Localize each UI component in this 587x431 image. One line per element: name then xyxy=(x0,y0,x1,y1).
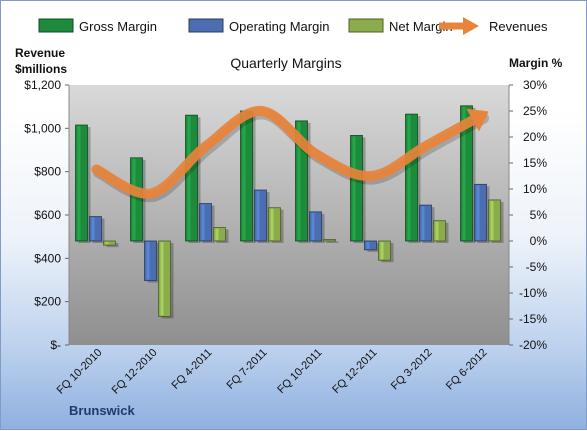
gross-margin-bar-highlight xyxy=(297,121,301,240)
right-tick-label: 30% xyxy=(523,78,547,92)
right-tick-label: -10% xyxy=(519,286,547,300)
gross-margin-bar-highlight xyxy=(132,158,136,240)
left-tick-label: $400 xyxy=(34,251,61,265)
right-tick-label: 5% xyxy=(530,208,548,222)
left-tick-label: $600 xyxy=(34,208,61,222)
left-tick-label: $- xyxy=(50,338,61,352)
right-tick-label: -20% xyxy=(519,338,547,352)
net-margin-bar xyxy=(378,240,391,261)
net-margin-bar-shadow xyxy=(326,241,339,243)
net-margin-bar xyxy=(158,240,171,317)
right-tick-label: 0% xyxy=(530,234,548,248)
left-axis: $- $200 $400 $600 $800 $1,000 $1,200 xyxy=(24,78,70,352)
gross-margin-bar-highlight xyxy=(187,116,191,240)
x-tick-label: FQ 7-2011 xyxy=(225,347,270,392)
operating-margin-bar-highlight xyxy=(201,204,205,240)
net-margin-bar xyxy=(488,199,501,242)
right-axis: -20% -15% -10% -5% 0% 5% 10% 15% 20% 25% 30% xyxy=(508,78,548,352)
operating-margin-bar-highlight xyxy=(91,217,95,240)
operating-margin-bar xyxy=(254,189,267,242)
net-margin-bar-highlight xyxy=(380,242,384,260)
gross-margin-bar-highlight xyxy=(407,115,411,240)
legend-label-operating-margin: Operating Margin xyxy=(229,19,329,34)
operating-margin-bar-highlight xyxy=(146,242,150,280)
x-tick-label: FQ 12-2010 xyxy=(110,347,160,397)
left-tick-label: $800 xyxy=(34,165,61,179)
legend-swatch-gross-margin xyxy=(38,18,74,33)
net-margin-bar-highlight xyxy=(270,208,274,240)
operating-margin-bar-highlight xyxy=(366,242,370,249)
legend-label-revenues: Revenues xyxy=(489,19,548,34)
x-tick-label: FQ 12-2011 xyxy=(330,347,379,396)
operating-margin-bar-highlight xyxy=(421,206,425,240)
x-tick-label: FQ 10-2010 xyxy=(55,347,105,397)
gross-margin-bar xyxy=(240,110,253,242)
company-label: Brunswick xyxy=(69,403,136,418)
right-axis-title: Margin % xyxy=(509,56,563,70)
gross-margin-bar xyxy=(75,124,88,242)
net-margin-bar-highlight xyxy=(490,200,494,240)
operating-margin-bar-highlight xyxy=(256,191,260,240)
net-margin-bar xyxy=(103,240,116,246)
operating-margin-bar xyxy=(419,204,432,242)
net-margin-bar-highlight xyxy=(435,221,439,240)
gross-margin-bar xyxy=(350,135,363,242)
revenue-arrow-head xyxy=(466,108,489,132)
x-tick-label: FQ 10-2011 xyxy=(275,347,324,396)
operating-margin-bar xyxy=(474,183,487,242)
right-tick-label: 20% xyxy=(523,130,547,144)
bars xyxy=(75,105,504,319)
operating-margin-bar xyxy=(89,216,102,242)
left-axis-title-line1: Revenue xyxy=(15,46,65,60)
left-axis-title-line2: $millions xyxy=(15,62,67,76)
operating-margin-bar xyxy=(144,240,157,281)
legend-swatch-operating-margin xyxy=(188,18,224,33)
net-margin-bar xyxy=(268,207,281,242)
right-tick-label: 10% xyxy=(523,182,547,196)
x-axis: FQ 10-2010 FQ 12-2010 FQ 4-2011 FQ 7-2011 FQ… xyxy=(55,347,490,397)
left-tick-label: $1,200 xyxy=(24,78,61,92)
legend-label-net-margin: Net Margin xyxy=(389,19,453,34)
operating-margin-bar xyxy=(199,203,212,242)
gross-margin-bar-highlight xyxy=(77,126,81,240)
operating-margin-bar xyxy=(364,240,377,251)
legend-arrow-revenues xyxy=(463,17,479,35)
chart-title: Quarterly Margins xyxy=(230,55,341,71)
left-tick-label: $1,000 xyxy=(24,121,61,135)
net-margin-bar xyxy=(323,239,336,242)
right-tick-label: -5% xyxy=(526,260,548,274)
net-margin-bar xyxy=(213,227,226,242)
net-margin-bar-highlight xyxy=(160,242,164,316)
gross-margin-bar-highlight xyxy=(242,112,246,240)
revenue-line xyxy=(91,106,489,203)
gross-margin-bar-highlight xyxy=(462,106,466,240)
net-margin-bar-highlight xyxy=(105,242,109,245)
revenue-line-path xyxy=(91,106,487,199)
gross-margin-bar xyxy=(405,113,418,242)
gross-margin-bar xyxy=(185,114,198,242)
x-tick-label: FQ 4-2011 xyxy=(170,347,215,392)
right-tick-label: -15% xyxy=(519,312,547,326)
legend-swatch-net-margin xyxy=(348,18,384,33)
operating-margin-bar xyxy=(309,211,322,242)
operating-margin-bar-highlight xyxy=(476,185,480,240)
operating-margin-bar-highlight xyxy=(311,212,315,240)
legend-label-gross-margin: Gross Margin xyxy=(79,19,157,34)
x-tick-label: FQ 3-2012 xyxy=(389,347,435,393)
right-tick-label: 25% xyxy=(523,104,547,118)
x-tick-label: FQ 6-2012 xyxy=(444,347,490,393)
gross-margin-bar-highlight xyxy=(352,136,356,240)
net-margin-bar xyxy=(433,220,446,242)
left-tick-label: $200 xyxy=(34,295,61,309)
right-tick-label: 15% xyxy=(523,156,547,170)
net-margin-bar-highlight xyxy=(215,228,219,240)
legend: Gross Margin Operating Margin Net Margin Re… xyxy=(38,17,548,35)
